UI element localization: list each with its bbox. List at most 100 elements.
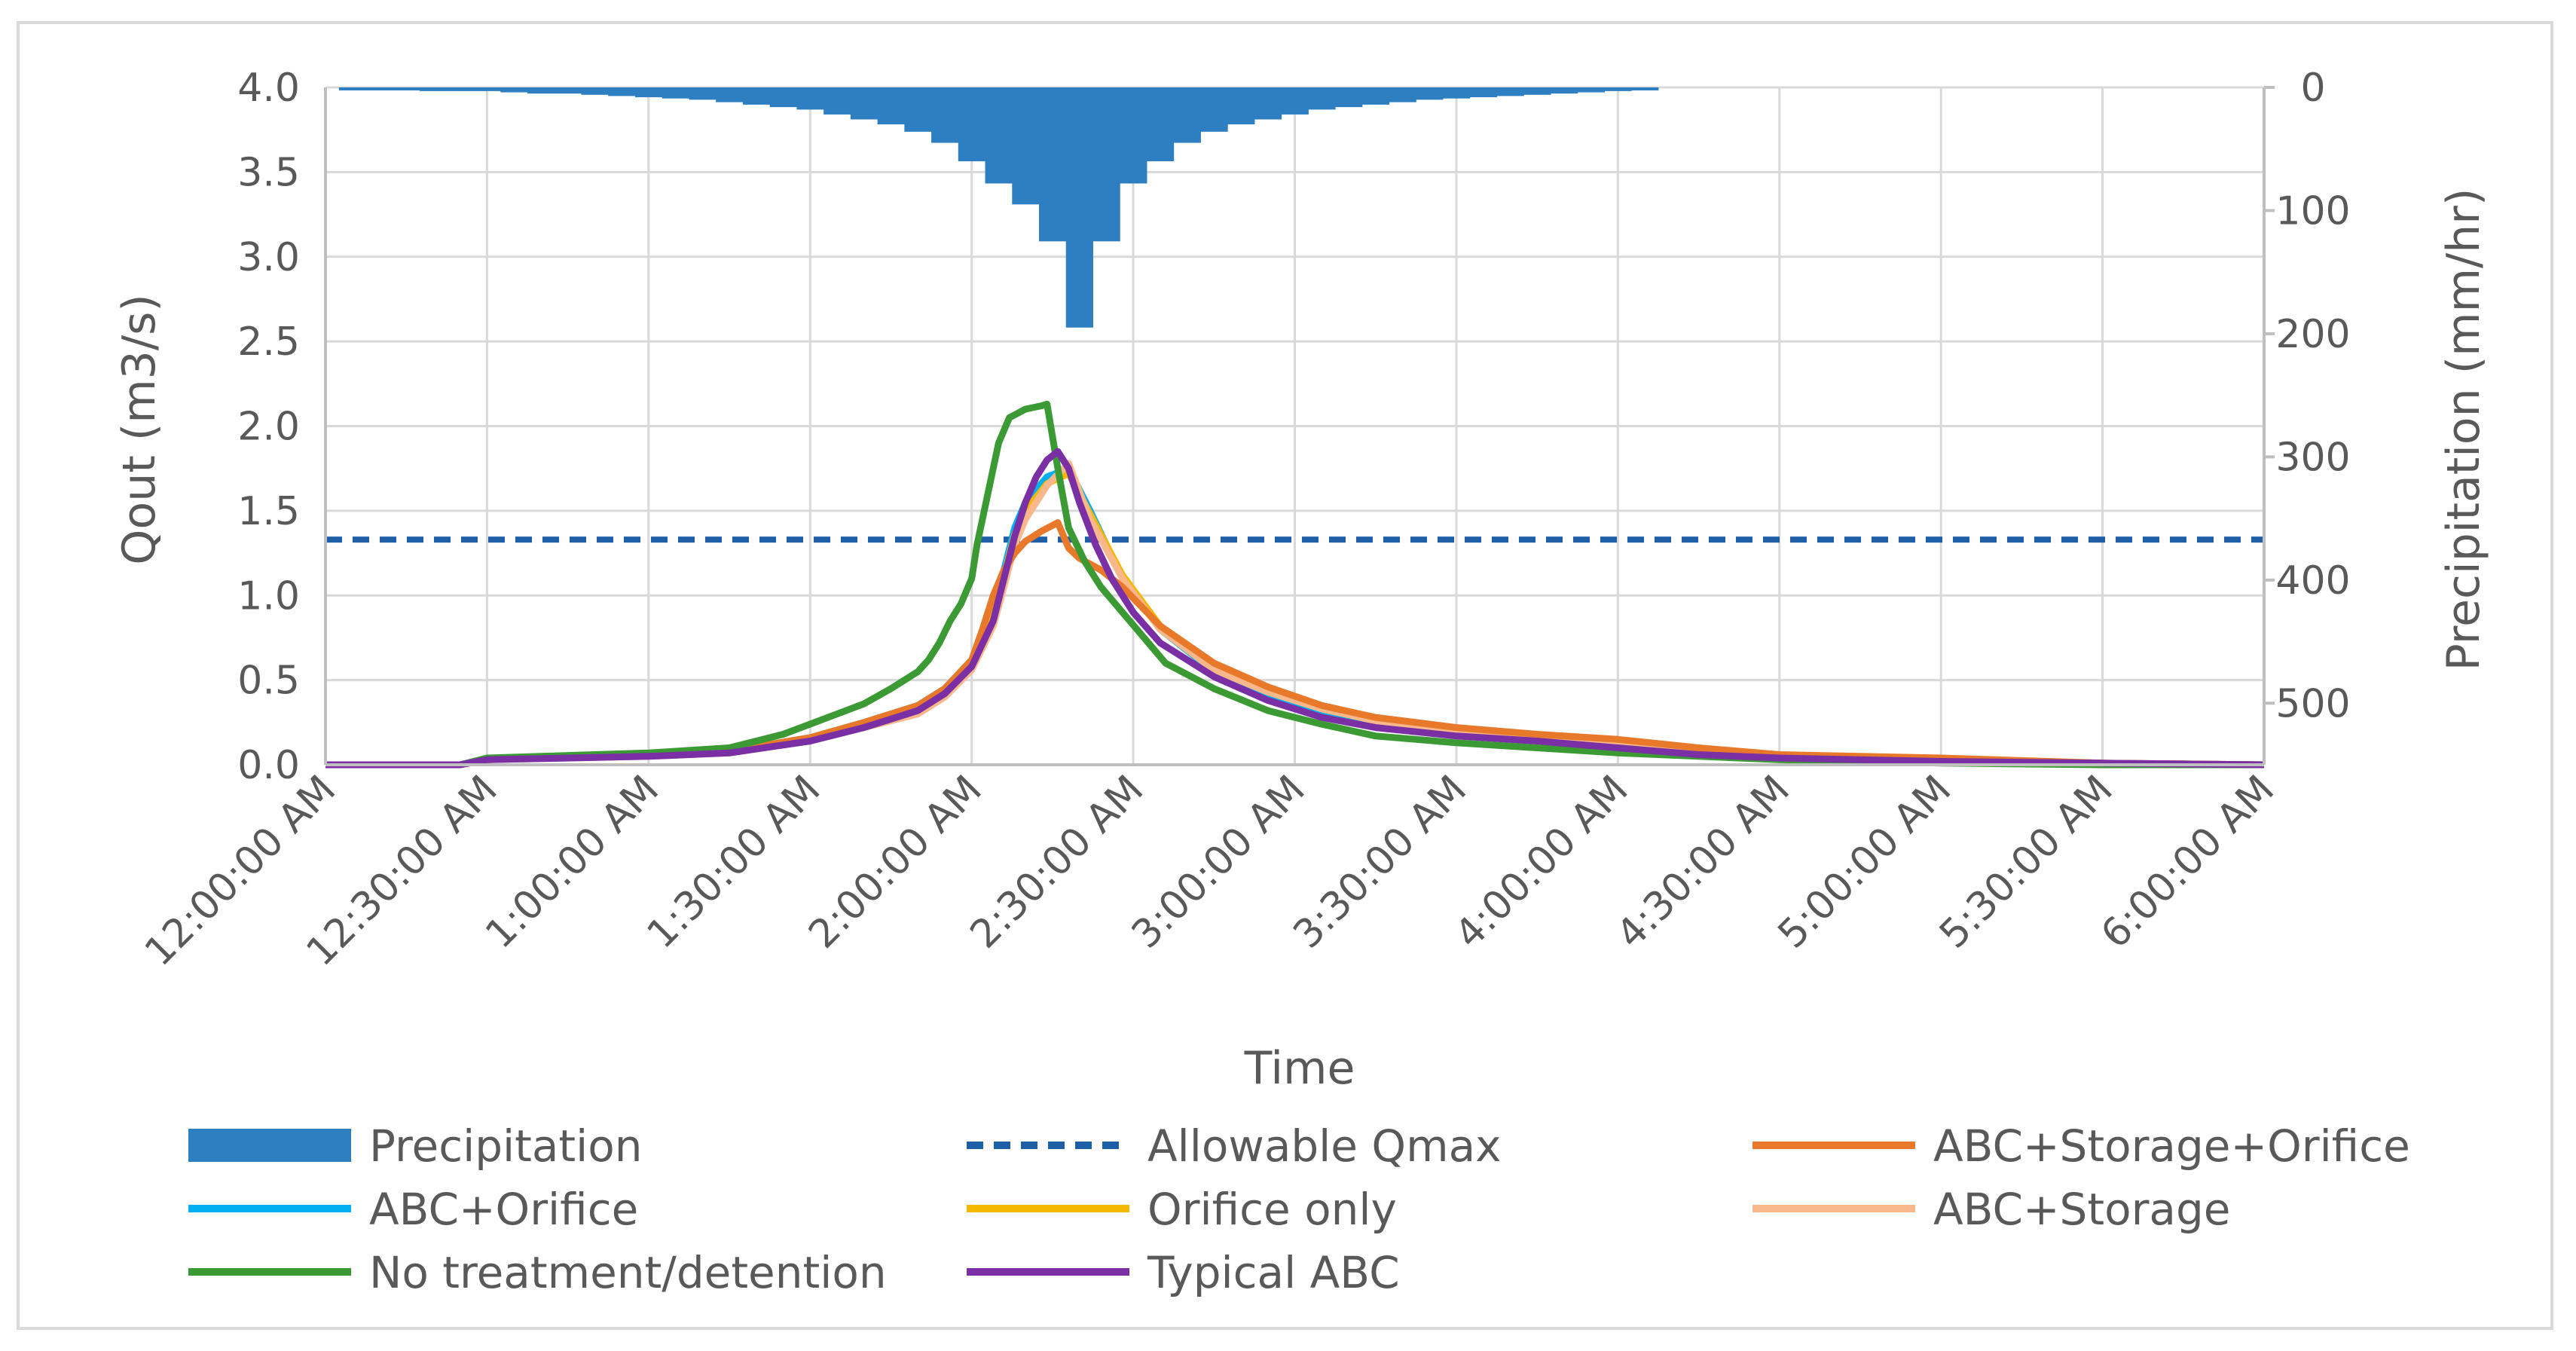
legend-swatch	[188, 1129, 351, 1162]
x-tick-label: 4:30:00 AM	[1608, 767, 1798, 958]
x-tick-label: 2:30:00 AM	[962, 767, 1153, 958]
y-tick-label: 2.0	[237, 405, 300, 450]
precip-bar	[850, 87, 879, 120]
legend-label: ABC+Storage+Orifice	[1933, 1120, 2410, 1172]
y2-tick-label: 100	[2275, 188, 2350, 234]
precip-bar	[1631, 87, 1659, 90]
legend-label: ABC+Orifice	[369, 1184, 638, 1235]
precip-bar	[958, 87, 986, 162]
y-tick-label: 3.5	[237, 150, 300, 195]
axes	[324, 87, 2266, 766]
precip-bar	[931, 87, 959, 143]
precip-bar	[689, 87, 717, 100]
y2-tick-label: 400	[2275, 558, 2350, 604]
precip-bar	[1604, 87, 1632, 91]
x-axis-title: Time	[1244, 1042, 1355, 1095]
precip-bar	[1416, 87, 1444, 100]
precip-bar	[527, 87, 555, 94]
precip-bar	[1577, 87, 1605, 93]
precip-bar	[985, 87, 1013, 184]
x-tick-label: 4:00:00 AM	[1447, 767, 1637, 958]
legend-label: Allowable Qmax	[1147, 1120, 1501, 1172]
legend-label: ABC+Storage	[1933, 1184, 2230, 1235]
precip-bar	[877, 87, 905, 125]
precip-bar	[1120, 87, 1147, 184]
precip-bar	[473, 87, 501, 91]
precip-bar	[420, 87, 448, 91]
precip-bar	[1012, 87, 1040, 205]
precip-bar	[554, 87, 582, 94]
precip-bar	[446, 87, 475, 91]
precipitation-bars	[338, 87, 1659, 328]
precip-bar	[1227, 87, 1255, 125]
series-line-abc-storage-orifice	[325, 519, 2265, 769]
precip-bar	[1550, 87, 1578, 94]
precip-bar	[1200, 87, 1228, 132]
precip-bar	[338, 87, 367, 90]
precip-bar	[769, 87, 797, 108]
x-tick-label: 5:00:00 AM	[1770, 767, 1960, 958]
precip-bar	[662, 87, 689, 99]
precip-bar	[796, 87, 824, 110]
precip-bar	[1361, 87, 1390, 105]
x-tick-label: 1:00:00 AM	[477, 767, 668, 958]
precip-bar	[1335, 87, 1363, 108]
x-tick-label: 3:30:00 AM	[1285, 767, 1475, 958]
precip-bar	[1092, 87, 1120, 242]
y-axis-title: Qout (m3/s)	[113, 294, 166, 564]
y-tick-label: 3.0	[237, 235, 300, 280]
precip-bar	[1443, 87, 1471, 99]
y-tick-label: 1.0	[237, 573, 300, 619]
y2-tick-label: 0	[2300, 66, 2325, 111]
x-tick-label: 3:00:00 AM	[1123, 767, 1314, 958]
y-tick-label: 4.0	[237, 66, 300, 111]
precip-bar	[608, 87, 636, 96]
precip-bar	[365, 87, 393, 90]
y2-axis-title: Precipitation (mm/hr)	[2437, 188, 2490, 671]
legend-label: No treatment/detention	[369, 1247, 887, 1298]
precip-bar	[500, 87, 528, 93]
precip-bar	[1496, 87, 1524, 96]
legend-label: Precipitation	[369, 1120, 643, 1172]
precip-bar	[1469, 87, 1498, 98]
legend-label: Orifice only	[1147, 1184, 1397, 1235]
x-tick-label: 6:00:00 AM	[2092, 767, 2283, 958]
left-axis-ticks: 0.0 0.5 1.0 1.5 2.0 2.5 3.0 3.5 4.0	[237, 66, 300, 788]
flow-series-lines	[325, 400, 2265, 769]
precip-bar	[1308, 87, 1336, 110]
precip-bar	[581, 87, 609, 95]
precip-bar	[904, 87, 932, 132]
y2-tick-label: 300	[2275, 435, 2350, 480]
precip-bar	[1173, 87, 1201, 143]
legend-label: Typical ABC	[1147, 1247, 1400, 1298]
x-tick-label: 2:00:00 AM	[800, 767, 991, 958]
chart-frame	[17, 21, 2553, 1330]
precip-bar	[1039, 87, 1067, 242]
x-tick-label: 1:30:00 AM	[639, 767, 830, 958]
precip-bar	[824, 87, 851, 115]
precip-bar	[634, 87, 663, 98]
y2-tick-label: 500	[2275, 681, 2350, 726]
series-line-typical-abc	[325, 448, 2265, 769]
y-tick-label: 0.0	[237, 743, 300, 788]
legend: Precipitation Allowable Qmax ABC+Storage+O…	[188, 1120, 2410, 1298]
precip-bar	[1146, 87, 1175, 162]
y2-tick-label: 200	[2275, 312, 2350, 357]
y-tick-label: 1.5	[237, 489, 300, 534]
y-tick-label: 0.5	[237, 659, 300, 704]
x-tick-label: 5:30:00 AM	[1931, 767, 2122, 958]
precip-bar	[1389, 87, 1416, 102]
series-line-no-treatment-detention	[325, 400, 2264, 769]
precip-bar	[1523, 87, 1551, 95]
precip-bar	[393, 87, 420, 90]
grid-lines	[324, 86, 2266, 766]
precip-bar	[716, 87, 744, 102]
precip-bar	[1065, 87, 1093, 328]
precip-bar	[742, 87, 771, 105]
right-axis-ticks: 0 100 200 300 400 500	[2264, 66, 2351, 726]
precip-bar	[1254, 87, 1282, 120]
precip-bar	[1281, 87, 1309, 115]
y-tick-label: 2.5	[237, 319, 300, 365]
